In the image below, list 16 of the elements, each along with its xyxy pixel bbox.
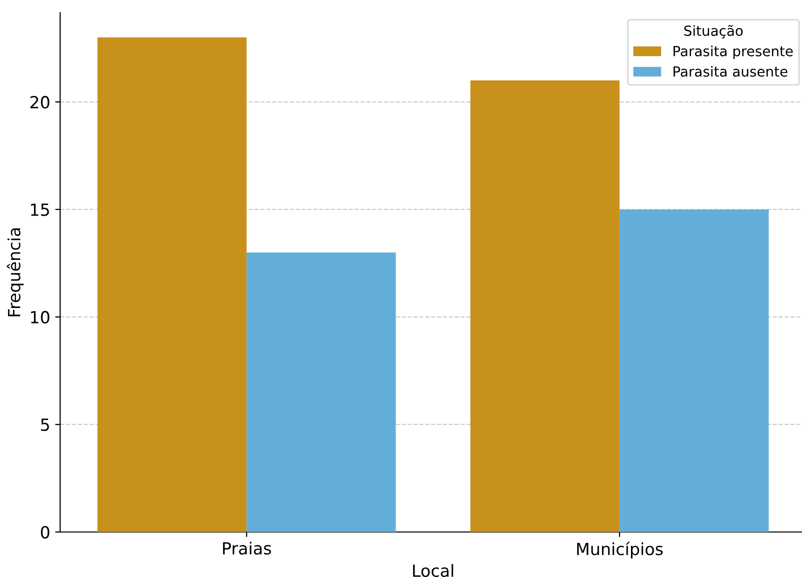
x-tick-label: Praias (223, 542, 271, 555)
y-tick-label: 10 (31, 310, 50, 324)
bar (246, 252, 396, 532)
x-tick-label: Municípios (577, 542, 663, 559)
bar (97, 37, 247, 532)
bar (620, 209, 769, 532)
legend-label: Parasita presente (674, 46, 793, 60)
x-axis-title: Local (413, 564, 454, 577)
y-axis-title: Frequência (6, 228, 24, 316)
legend-label: Parasita ausente (674, 66, 788, 77)
legend-title: Situação (684, 24, 743, 38)
bar (470, 80, 620, 532)
y-tick-label: 20 (30, 96, 50, 108)
y-tick-label: 5 (41, 418, 49, 432)
y-tick-label: 0 (40, 526, 50, 539)
y-tick-label: 15 (31, 204, 49, 216)
